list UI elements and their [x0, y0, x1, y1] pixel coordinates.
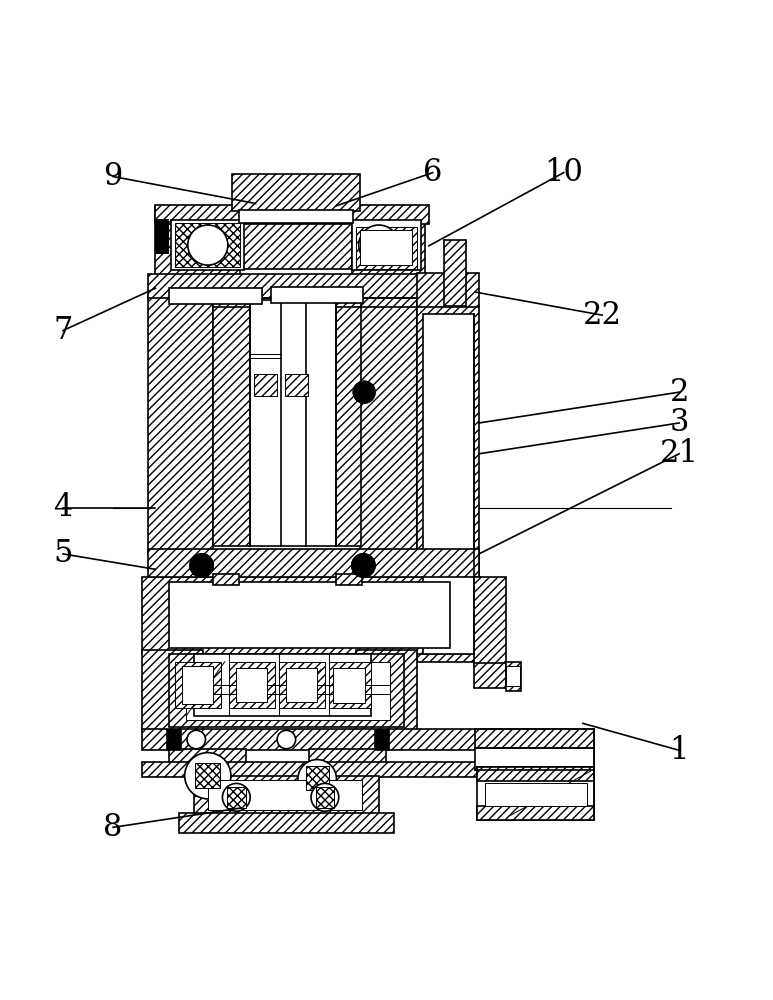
Bar	[169, 582, 451, 648]
Bar	[194, 776, 379, 816]
Bar	[148, 274, 433, 298]
Bar	[148, 549, 479, 577]
Bar	[478, 767, 594, 770]
Bar	[336, 574, 362, 585]
Bar	[506, 662, 521, 691]
Bar	[417, 306, 479, 662]
Text: 4: 4	[53, 492, 73, 523]
Bar	[309, 749, 386, 766]
Bar	[356, 650, 417, 731]
Bar	[359, 296, 417, 554]
Bar	[175, 662, 221, 708]
Bar	[155, 205, 429, 224]
Circle shape	[188, 225, 228, 265]
Bar	[196, 763, 220, 788]
Bar	[444, 240, 466, 306]
Text: 22: 22	[583, 300, 621, 331]
Bar	[167, 730, 181, 750]
Bar	[233, 174, 359, 211]
Bar	[169, 288, 262, 304]
Bar	[352, 207, 425, 277]
Bar	[171, 220, 244, 270]
Bar	[352, 220, 421, 270]
Bar	[239, 210, 352, 223]
Circle shape	[190, 554, 213, 577]
Circle shape	[352, 554, 375, 577]
Bar	[179, 813, 394, 833]
Bar	[208, 780, 362, 810]
Text: 8: 8	[104, 812, 123, 843]
Bar	[227, 787, 246, 808]
Bar	[424, 314, 474, 654]
Text: 10: 10	[544, 157, 583, 188]
Bar	[213, 574, 239, 585]
Bar	[186, 662, 390, 720]
Bar	[194, 654, 371, 716]
Bar	[506, 666, 519, 686]
Bar	[475, 729, 594, 750]
Bar	[305, 766, 329, 790]
Bar	[175, 223, 240, 267]
Bar	[474, 663, 506, 688]
Bar	[250, 300, 336, 546]
Bar	[359, 230, 412, 265]
Bar	[141, 650, 203, 731]
Text: 2: 2	[669, 377, 689, 408]
Circle shape	[354, 382, 374, 402]
Circle shape	[278, 730, 295, 749]
Text: 9: 9	[104, 161, 123, 192]
Circle shape	[311, 783, 339, 811]
Bar	[284, 374, 308, 396]
Bar	[229, 662, 275, 708]
Bar	[315, 787, 334, 808]
Text: 6: 6	[423, 157, 442, 188]
Bar	[155, 207, 240, 277]
Bar	[141, 577, 481, 654]
Circle shape	[223, 783, 250, 811]
Circle shape	[190, 554, 213, 577]
Bar	[336, 300, 361, 546]
Bar	[478, 806, 594, 820]
Bar	[141, 729, 481, 750]
Text: 5: 5	[53, 538, 73, 569]
Bar	[271, 287, 363, 303]
Circle shape	[352, 554, 375, 577]
Bar	[485, 783, 587, 806]
Bar	[254, 374, 278, 396]
Bar	[182, 666, 213, 704]
Bar	[474, 577, 506, 666]
Text: 21: 21	[659, 438, 699, 469]
Bar	[475, 748, 594, 770]
Bar	[155, 219, 169, 254]
Bar	[141, 762, 481, 777]
Bar	[148, 296, 213, 554]
Circle shape	[359, 225, 399, 265]
Bar	[478, 767, 594, 781]
Bar	[240, 224, 352, 269]
Circle shape	[185, 753, 231, 799]
Bar	[169, 749, 247, 766]
Bar	[286, 668, 317, 702]
Bar	[332, 668, 365, 703]
Bar	[375, 730, 389, 750]
Circle shape	[187, 730, 206, 749]
Bar	[478, 767, 594, 820]
Bar	[329, 662, 371, 708]
Text: 1: 1	[669, 735, 689, 766]
Bar	[279, 662, 325, 708]
Circle shape	[353, 381, 375, 403]
Bar	[237, 668, 267, 702]
Bar	[169, 654, 404, 727]
Text: 3: 3	[669, 407, 689, 438]
Bar	[417, 273, 479, 307]
Text: 7: 7	[53, 315, 73, 346]
Circle shape	[298, 760, 336, 798]
Bar	[356, 227, 417, 269]
Circle shape	[353, 381, 375, 403]
Bar	[213, 300, 250, 546]
